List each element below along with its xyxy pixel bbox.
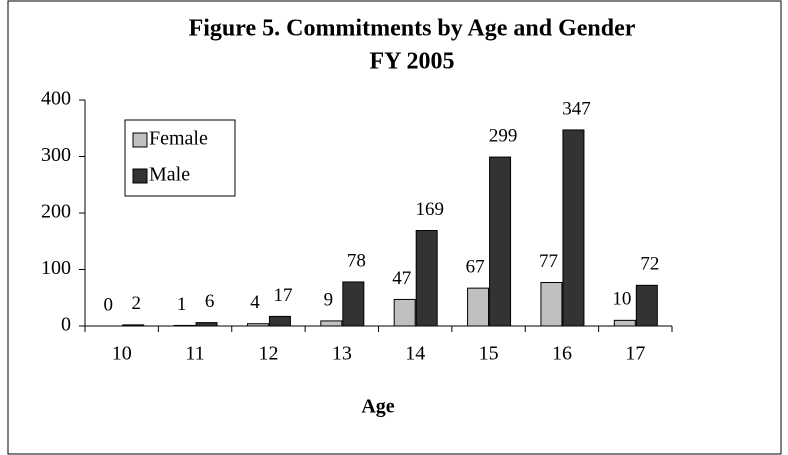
x-tick-label: 12 xyxy=(258,343,278,365)
legend-label: Female xyxy=(149,128,208,150)
y-tick-label: 0 xyxy=(61,314,71,336)
bar xyxy=(320,320,343,327)
data-label: 0 xyxy=(103,294,113,315)
bar xyxy=(467,287,490,327)
legend-label: Male xyxy=(149,164,190,186)
x-tick-label: 10 xyxy=(112,343,132,365)
x-tick-label: 15 xyxy=(479,343,499,365)
data-label: 9 xyxy=(324,289,334,310)
data-label: 169 xyxy=(415,199,444,220)
data-label: 77 xyxy=(539,251,558,272)
data-label: 47 xyxy=(392,268,411,289)
bar xyxy=(540,281,563,327)
data-label: 6 xyxy=(205,291,215,312)
chart-frame xyxy=(7,0,782,455)
data-label: 2 xyxy=(131,293,141,314)
bar xyxy=(489,156,512,327)
bar xyxy=(342,281,365,327)
x-tick-label: 14 xyxy=(405,343,425,365)
data-label: 67 xyxy=(466,257,485,278)
bar xyxy=(393,298,416,327)
chart-title: Figure 5. Commitments by Age and Gender xyxy=(189,16,636,42)
y-tick-label: 100 xyxy=(41,257,71,279)
data-label: 72 xyxy=(640,254,659,275)
data-label: 4 xyxy=(250,292,260,313)
bar xyxy=(562,129,585,327)
data-label: 1 xyxy=(177,294,187,315)
data-label: 10 xyxy=(612,289,631,310)
x-tick-label: 17 xyxy=(625,343,645,365)
chart-subtitle: FY 2005 xyxy=(369,49,454,75)
y-tick-label: 200 xyxy=(41,201,71,223)
data-label: 78 xyxy=(347,250,366,271)
y-tick-label: 400 xyxy=(41,88,71,110)
bar xyxy=(415,230,438,327)
bar xyxy=(268,315,291,327)
x-tick-label: 16 xyxy=(552,343,572,365)
legend-swatch xyxy=(132,132,148,148)
data-label: 299 xyxy=(489,125,518,146)
data-label: 347 xyxy=(562,98,591,119)
bar xyxy=(613,319,636,327)
x-axis-label: Age xyxy=(361,396,394,418)
x-tick-label: 11 xyxy=(185,343,204,365)
bar xyxy=(195,322,218,327)
bar xyxy=(635,284,658,327)
y-tick-label: 300 xyxy=(41,144,71,166)
data-label: 17 xyxy=(273,285,292,306)
x-tick-label: 13 xyxy=(332,343,352,365)
legend-swatch xyxy=(132,168,148,184)
